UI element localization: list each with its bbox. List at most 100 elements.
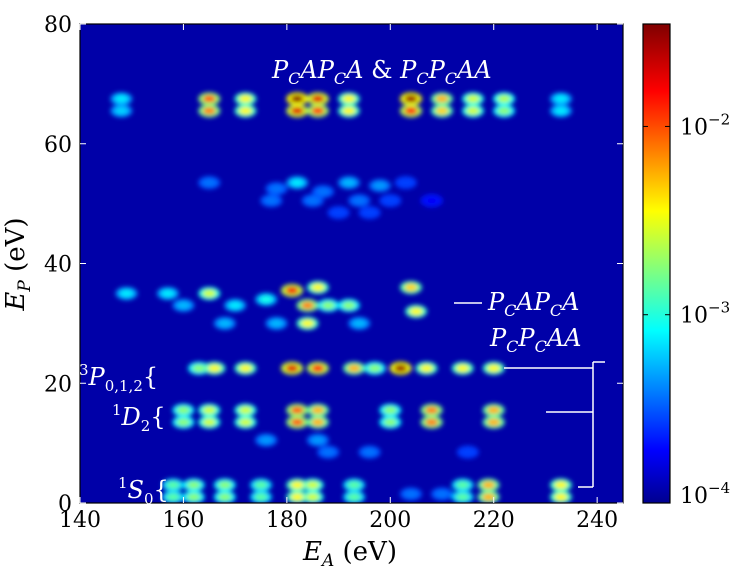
heatmap-spot <box>259 436 273 444</box>
y-axis-ticks: 0 20 40 60 80 <box>44 13 623 517</box>
annotation-mid2: PCPCAA <box>489 324 581 356</box>
heatmap-spot <box>342 107 356 115</box>
heatmap-spot <box>383 406 397 414</box>
heatmap-spot <box>306 481 320 489</box>
heatmap-spot <box>290 418 304 426</box>
heatmap-spot <box>120 289 134 298</box>
x-axis-ticks: 140 160 180 200 220 240 <box>59 24 618 533</box>
heatmap-plot: 140 160 180 200 220 240 0 20 40 60 80 <box>44 13 624 533</box>
heatmap-spot <box>176 301 190 310</box>
heatmap-spot <box>342 301 356 310</box>
heatmap-spot <box>238 364 252 373</box>
heatmap-spot <box>352 319 366 328</box>
x-tick-label: 220 <box>473 508 515 533</box>
heatmap-spot <box>497 95 511 103</box>
heatmap-spots <box>110 92 572 503</box>
heatmap-spot <box>363 208 377 217</box>
x-tick-label: 240 <box>576 508 618 533</box>
heatmap-spot <box>554 107 568 115</box>
heatmap-spot <box>466 107 480 115</box>
heatmap-spot <box>404 95 418 103</box>
y-tick-label: 60 <box>44 133 72 158</box>
heatmap-spot <box>404 490 418 498</box>
colorbar-ticks: 10−4 10−3 10−2 <box>643 110 730 509</box>
colorbar-tick-label: 10−3 <box>680 299 730 329</box>
svg-text:PCAPCA: PCAPCA <box>487 288 580 320</box>
heatmap-spot <box>202 418 216 426</box>
heatmap-spot <box>290 481 304 489</box>
heatmap-spot <box>554 493 568 501</box>
heatmap-spot <box>218 319 232 328</box>
heatmap-spot <box>290 493 304 501</box>
heatmap-spot <box>311 107 325 115</box>
heatmap-spot <box>238 95 252 103</box>
svg-text:1D2{: 1D2{ <box>112 401 166 435</box>
heatmap-spot <box>166 493 180 501</box>
x-tick-label: 140 <box>59 508 101 533</box>
heatmap-spot <box>270 184 284 193</box>
heatmap-spot <box>482 493 496 501</box>
heatmap-spot <box>301 319 315 328</box>
heatmap-spot <box>383 196 397 205</box>
y-tick-label: 20 <box>44 372 72 397</box>
heatmap-spot <box>316 187 330 196</box>
x-axis-label: EA (eV) <box>302 537 397 571</box>
heatmap-spot <box>425 418 439 426</box>
heatmap-spot <box>321 301 335 310</box>
heatmap-spot <box>202 406 216 414</box>
bracket-lines <box>504 361 605 488</box>
heatmap-spot <box>285 364 299 373</box>
heatmap-spot <box>259 295 273 304</box>
heatmap-spot <box>187 481 201 489</box>
heatmap-spot <box>270 319 284 328</box>
heatmap-spot <box>218 481 232 489</box>
heatmap-spot <box>347 481 361 489</box>
heatmap-spot <box>425 406 439 414</box>
heatmap-spot <box>461 448 475 456</box>
heatmap-spot <box>202 289 216 298</box>
heatmap-spot <box>347 364 361 373</box>
heatmap-spot <box>290 107 304 115</box>
x-tick-label: 160 <box>162 508 204 533</box>
heatmap-spot <box>254 481 268 489</box>
heatmap-spot <box>394 364 408 373</box>
heatmap-spot <box>192 364 206 373</box>
heatmap-spot <box>404 283 418 292</box>
heatmap-spot <box>332 208 346 217</box>
heatmap-spot <box>264 196 278 205</box>
y-tick-label: 0 <box>58 492 72 517</box>
heatmap-spot <box>114 95 128 103</box>
heatmap-spot <box>497 107 511 115</box>
heatmap-spot <box>554 95 568 103</box>
heatmap-spot <box>311 418 325 426</box>
colorbar: 10−4 10−3 10−2 <box>642 23 730 509</box>
heatmap-spot <box>228 301 242 310</box>
heatmap-spot <box>207 364 221 373</box>
heatmap-spot <box>435 107 449 115</box>
heatmap-spot <box>352 196 366 205</box>
heatmap-spot <box>435 490 449 498</box>
heatmap-spot <box>218 493 232 501</box>
heatmap-spot <box>238 406 252 414</box>
y-axis-label: EP (eV) <box>1 217 35 311</box>
heatmap-spot <box>342 95 356 103</box>
heatmap-spot <box>383 418 397 426</box>
heatmap-spot <box>363 448 377 456</box>
heatmap-spot <box>456 481 470 489</box>
heatmap-spot <box>202 178 216 187</box>
heatmap-spot <box>368 364 382 373</box>
heatmap-spot <box>342 178 356 187</box>
heatmap-spot <box>311 283 325 292</box>
heatmap-spot <box>487 364 501 373</box>
svg-text:3P0,1,2{: 3P0,1,2{ <box>79 361 158 395</box>
heatmap-spot <box>306 493 320 501</box>
x-tick-label: 180 <box>266 508 308 533</box>
colorbar-tick-label: 10−4 <box>680 479 730 509</box>
heatmap-spot <box>290 95 304 103</box>
colorbar-bar <box>642 23 671 504</box>
heatmap-spot <box>166 481 180 489</box>
heatmap-spot <box>456 493 470 501</box>
heatmap-spot <box>456 364 470 373</box>
heatmap-spot <box>435 95 449 103</box>
